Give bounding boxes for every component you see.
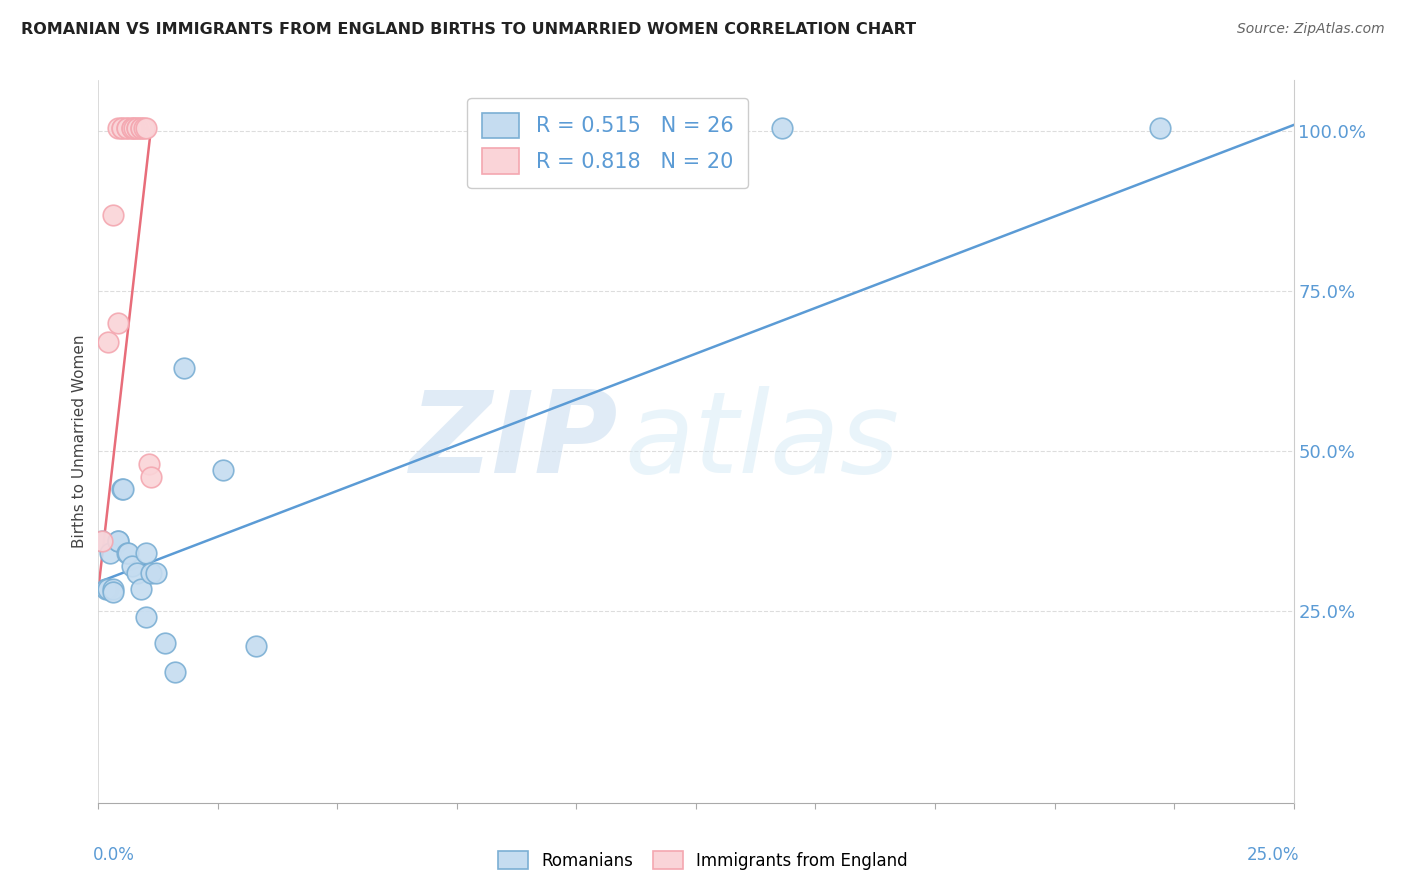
Point <box>135 546 157 560</box>
Point <box>173 361 195 376</box>
Text: ROMANIAN VS IMMIGRANTS FROM ENGLAND BIRTHS TO UNMARRIED WOMEN CORRELATION CHART: ROMANIAN VS IMMIGRANTS FROM ENGLAND BIRT… <box>21 22 917 37</box>
Point <box>111 121 134 136</box>
Point <box>115 121 138 136</box>
Point <box>132 121 155 136</box>
Text: ZIP: ZIP <box>409 386 619 497</box>
Point <box>98 546 122 560</box>
Point <box>107 121 129 136</box>
Legend: Romanians, Immigrants from England: Romanians, Immigrants from England <box>491 845 915 877</box>
Point <box>101 584 124 599</box>
Point <box>115 121 138 136</box>
Point <box>245 639 267 653</box>
Point <box>112 483 135 497</box>
Point <box>121 559 143 574</box>
Point <box>121 121 143 136</box>
Y-axis label: Births to Unmarried Women: Births to Unmarried Women <box>72 334 87 549</box>
Point <box>131 582 153 596</box>
Point <box>97 582 120 596</box>
Point <box>1149 121 1171 136</box>
Point <box>111 121 134 136</box>
Point <box>138 457 160 471</box>
Point <box>131 121 153 136</box>
Point <box>125 566 148 580</box>
Point <box>155 636 177 650</box>
Text: 0.0%: 0.0% <box>93 847 135 864</box>
Point <box>211 463 233 477</box>
Point <box>135 610 157 624</box>
Point <box>115 546 138 560</box>
Point <box>97 335 120 350</box>
Point <box>145 566 167 580</box>
Point <box>121 121 143 136</box>
Point <box>107 316 129 330</box>
Point <box>770 121 793 136</box>
Point <box>131 121 153 136</box>
Point <box>91 533 114 548</box>
Point <box>91 533 114 548</box>
Text: 25.0%: 25.0% <box>1247 847 1299 864</box>
Point <box>139 469 162 483</box>
Point <box>94 582 117 596</box>
Point <box>139 566 162 580</box>
Text: atlas: atlas <box>624 386 900 497</box>
Point <box>117 546 139 560</box>
Text: Source: ZipAtlas.com: Source: ZipAtlas.com <box>1237 22 1385 37</box>
Point <box>101 208 124 222</box>
Point <box>125 121 148 136</box>
Point <box>124 121 146 136</box>
Point <box>101 582 124 596</box>
Point <box>107 533 129 548</box>
Legend: R = 0.515   N = 26, R = 0.818   N = 20: R = 0.515 N = 26, R = 0.818 N = 20 <box>467 98 748 188</box>
Point <box>135 121 157 136</box>
Point <box>125 121 148 136</box>
Point <box>111 483 134 497</box>
Point <box>107 533 129 548</box>
Point <box>163 665 186 679</box>
